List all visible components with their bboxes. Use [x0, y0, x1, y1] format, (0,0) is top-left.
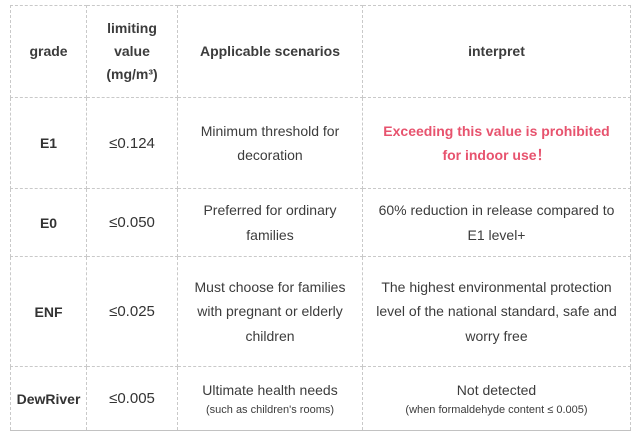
scenario-dewriver: Ultimate health needs (such as children'…: [177, 366, 363, 431]
grade-enf: ENF: [10, 256, 87, 367]
interpret-enf: The highest environmental protection lev…: [362, 256, 631, 367]
grade-e1: E1: [10, 97, 87, 189]
limit-e1: ≤0.124: [86, 97, 178, 189]
table-row-e0: E0 ≤0.050 Preferred for ordinary familie…: [10, 188, 631, 257]
limit-enf: ≤0.025: [86, 256, 178, 367]
header-interpret: interpret: [362, 5, 631, 98]
formaldehyde-grade-table: grade limiting value (mg/m³) Applicable …: [10, 5, 631, 431]
interpret-dewriver: Not detected (when formaldehyde content …: [362, 366, 631, 431]
header-row: grade limiting value (mg/m³) Applicable …: [10, 5, 631, 98]
header-limiting-value: limiting value (mg/m³): [86, 5, 178, 98]
table-row-dewriver: DewRiver ≤0.005 Ultimate health needs (s…: [10, 366, 631, 431]
scenario-dewriver-main: Ultimate health needs: [202, 382, 338, 399]
limit-dewriver: ≤0.005: [86, 366, 178, 431]
header-grade: grade: [10, 5, 87, 98]
table-row-enf: ENF ≤0.025 Must choose for families with…: [10, 256, 631, 367]
interpret-dewriver-note: (when formaldehyde content ≤ 0.005): [405, 403, 588, 416]
grade-e0: E0: [10, 188, 87, 257]
scenario-enf: Must choose for families with pregnant o…: [177, 256, 363, 367]
interpret-dewriver-main: Not detected: [456, 382, 537, 399]
interpret-e1: Exceeding this value is prohibited for i…: [362, 97, 631, 189]
scenario-e0: Preferred for ordinary families: [177, 188, 363, 257]
table-row-e1: E1 ≤0.124 Minimum threshold for decorati…: [10, 97, 631, 189]
scenario-dewriver-note: (such as children's rooms): [205, 403, 335, 416]
interpret-e0: 60% reduction in release compared to E1 …: [362, 188, 631, 257]
scenario-e1: Minimum threshold for decoration: [177, 97, 363, 189]
grade-dewriver: DewRiver: [10, 366, 87, 431]
limit-e0: ≤0.050: [86, 188, 178, 257]
header-applicable-scenarios: Applicable scenarios: [177, 5, 363, 98]
